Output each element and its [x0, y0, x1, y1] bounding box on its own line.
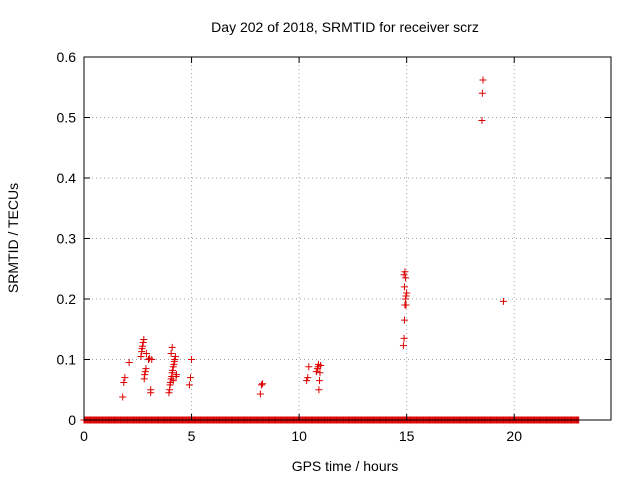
- axis-ticks: 0 0.1 0.2 0.3 0.4 0.5 0.6 0 5 10 15 20: [57, 49, 611, 444]
- data-point: [399, 342, 407, 350]
- data-point: [305, 363, 313, 371]
- data-point: [257, 381, 265, 389]
- x-axis-label: GPS time / hours: [292, 458, 399, 474]
- data-point: [119, 393, 127, 401]
- data-point: [402, 274, 410, 282]
- data-series: [119, 76, 507, 401]
- data-point: [401, 316, 409, 324]
- data-point: [120, 378, 128, 386]
- y-tick-label: 0.1: [57, 352, 77, 368]
- y-tick-label: 0.5: [57, 110, 77, 126]
- data-point: [141, 371, 149, 379]
- data-point: [147, 386, 155, 394]
- data-point: [142, 365, 150, 373]
- x-tick-label: 20: [506, 428, 522, 444]
- y-tick-label: 0.3: [57, 231, 77, 247]
- data-point: [303, 377, 311, 385]
- data-point: [479, 76, 487, 84]
- data-point: [148, 356, 156, 363]
- data-point: [478, 117, 486, 125]
- data-point: [142, 349, 150, 357]
- x-tick-label: 15: [399, 428, 415, 444]
- x-tick-label: 0: [80, 428, 88, 444]
- x-tick-label: 5: [188, 428, 196, 444]
- data-point: [169, 377, 177, 385]
- data-point: [172, 371, 180, 379]
- data-point: [402, 292, 410, 300]
- data-point: [259, 380, 267, 388]
- plot-frame: [83, 56, 612, 421]
- data-point: [137, 352, 145, 360]
- data-point: [140, 336, 148, 344]
- data-point: [403, 289, 411, 297]
- data-point: [167, 349, 175, 357]
- data-point: [315, 386, 323, 394]
- data-point: [499, 297, 507, 305]
- y-tick-label: 0: [68, 412, 76, 428]
- y-tick-label: 0.4: [57, 170, 77, 186]
- data-point: [316, 369, 324, 377]
- data-point: [171, 352, 179, 360]
- data-point: [316, 377, 324, 385]
- x-tick-label: 10: [291, 428, 307, 444]
- data-point: [169, 366, 177, 374]
- data-point: [139, 342, 147, 350]
- data-point: [141, 368, 149, 376]
- data-point: [125, 359, 133, 367]
- plot-gridlines: [84, 57, 611, 420]
- data-point: [312, 368, 320, 376]
- data-point: [401, 283, 409, 291]
- data-point: [171, 356, 179, 363]
- data-point: [188, 356, 196, 363]
- data-point: [186, 374, 194, 382]
- y-axis-label: SRMTID / TECUs: [5, 183, 21, 293]
- data-point: [400, 334, 408, 342]
- data-point: [185, 381, 193, 389]
- data-point: [478, 89, 486, 97]
- y-tick-label: 0.2: [57, 291, 77, 307]
- data-point: [317, 362, 325, 370]
- data-point: [165, 389, 173, 397]
- data-point: [121, 374, 129, 382]
- data-point: [401, 268, 409, 276]
- y-tick-label: 0.6: [57, 49, 77, 65]
- chart-title: Day 202 of 2018, SRMTID for receiver scr…: [211, 19, 479, 35]
- data-point: [256, 390, 264, 398]
- data-point: [304, 374, 312, 382]
- data-point: [400, 271, 408, 279]
- data-point: [402, 301, 410, 309]
- data-point: [313, 365, 321, 373]
- data-point: [168, 343, 176, 351]
- data-point: [139, 339, 147, 347]
